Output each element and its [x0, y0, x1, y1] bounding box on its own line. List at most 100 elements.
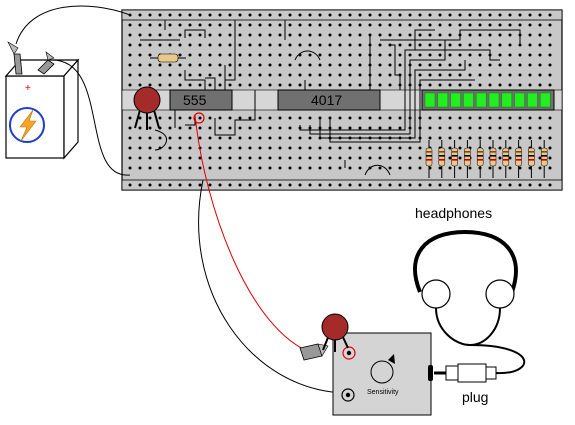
breadboard-hole: [508, 33, 512, 37]
sensitivity-knob: [370, 360, 394, 384]
rail-hole: [508, 13, 512, 17]
breadboard-hole: [318, 156, 322, 160]
lightning-bolt-icon: [19, 109, 37, 142]
breadboard-hole: [408, 53, 412, 57]
breadboard-hole: [258, 126, 262, 130]
resistor-band: [528, 155, 535, 157]
breadboard-hole: [288, 126, 292, 130]
breadboard-hole: [208, 146, 212, 150]
breadboard-hole: [478, 83, 482, 87]
resistor-band: [464, 155, 471, 157]
breadboard-hole: [248, 166, 252, 170]
breadboard-hole: [228, 136, 232, 140]
counter-chip-body: [277, 89, 381, 111]
breadboard-hole: [198, 116, 202, 120]
rail-hole: [278, 13, 282, 17]
rail-hole: [338, 183, 342, 187]
resistor-band: [515, 155, 522, 157]
breadboard-hole: [518, 23, 522, 27]
resistor-band: [438, 155, 445, 157]
breadboard-hole: [158, 156, 162, 160]
breadboard-hole: [278, 83, 282, 87]
breadboard-hole: [378, 146, 382, 150]
breadboard-hole: [388, 73, 392, 77]
battery-side: [63, 58, 79, 160]
breadboard-hole: [278, 146, 282, 150]
breadboard-hole: [278, 33, 282, 37]
breadboard-hole: [468, 53, 472, 57]
breadboard-hole: [458, 146, 462, 150]
rail-hole: [448, 183, 452, 187]
resistor-band: [464, 151, 471, 153]
breadboard-hole: [348, 146, 352, 150]
breadboard-hole: [218, 116, 222, 120]
breadboard-hole: [138, 83, 142, 87]
led-segment: [527, 92, 538, 108]
breadboard-hole: [538, 33, 542, 37]
top-resistor: [150, 53, 186, 63]
rail-hole: [448, 13, 452, 17]
breadboard-hole: [538, 136, 542, 140]
breadboard-hole: [358, 146, 362, 150]
resistor-band: [426, 155, 432, 157]
breadboard-hole: [248, 136, 252, 140]
breadboard-hole: [318, 43, 322, 47]
breadboard-hole: [258, 43, 262, 47]
breadboard-hole: [238, 126, 242, 130]
breadboard-hole: [468, 116, 472, 120]
breadboard-hole: [338, 83, 342, 87]
breadboard-hole: [448, 136, 452, 140]
breadboard-hole: [428, 116, 432, 120]
breadboard-hole: [318, 83, 322, 87]
ground-jack-ring: [341, 388, 355, 402]
breadboard-hole: [208, 156, 212, 160]
breadboard-hole: [258, 116, 262, 120]
breadboard-hole: [198, 43, 202, 47]
breadboard-hole: [518, 73, 522, 77]
breadboard-hole: [408, 23, 412, 27]
resistor-band: [451, 155, 458, 157]
rail-hole: [228, 13, 232, 17]
rail-hole: [158, 183, 162, 187]
breadboard-hole: [378, 83, 382, 87]
breadboard-hole: [188, 83, 192, 87]
breadboard-hole: [148, 23, 152, 27]
breadboard-hole: [458, 73, 462, 77]
rail-hole: [388, 13, 392, 17]
breadboard-hole: [298, 146, 302, 150]
headphone-cable: [469, 344, 526, 375]
breadboard-hole: [298, 116, 302, 120]
breadboard-hole: [538, 83, 542, 87]
breadboard-hole: [288, 146, 292, 150]
breadboard-hole: [138, 136, 142, 140]
breadboard-hole: [218, 43, 222, 47]
rail-hole: [228, 183, 232, 187]
rail-hole: [288, 13, 292, 17]
breadboard-hole: [188, 43, 192, 47]
rail-hole: [388, 183, 392, 187]
rail-hole: [538, 13, 542, 17]
breadboard-hole: [508, 83, 512, 87]
timer-chip-label: 555: [183, 92, 207, 108]
resistor-band: [528, 159, 535, 161]
breadboard-hole: [268, 146, 272, 150]
breadboard-hole: [338, 146, 342, 150]
breadboard-hole: [248, 63, 252, 67]
breadboard-hole: [528, 116, 532, 120]
breadboard-hole: [268, 136, 272, 140]
breadboard-hole: [358, 53, 362, 57]
rail-hole: [168, 183, 172, 187]
right-earcup: [485, 279, 515, 309]
rail-hole: [398, 13, 402, 17]
breadboard-hole: [168, 166, 172, 170]
ground-jack-center: [345, 392, 351, 398]
breadboard-hole: [248, 73, 252, 77]
breadboard-hole: [148, 73, 152, 77]
breadboard-hole: [478, 73, 482, 77]
breadboard-hole: [218, 63, 222, 67]
led-segment: [514, 92, 525, 108]
breadboard-hole: [328, 23, 332, 27]
breadboard-hole: [228, 83, 232, 87]
jumper-wire: [184, 29, 206, 38]
